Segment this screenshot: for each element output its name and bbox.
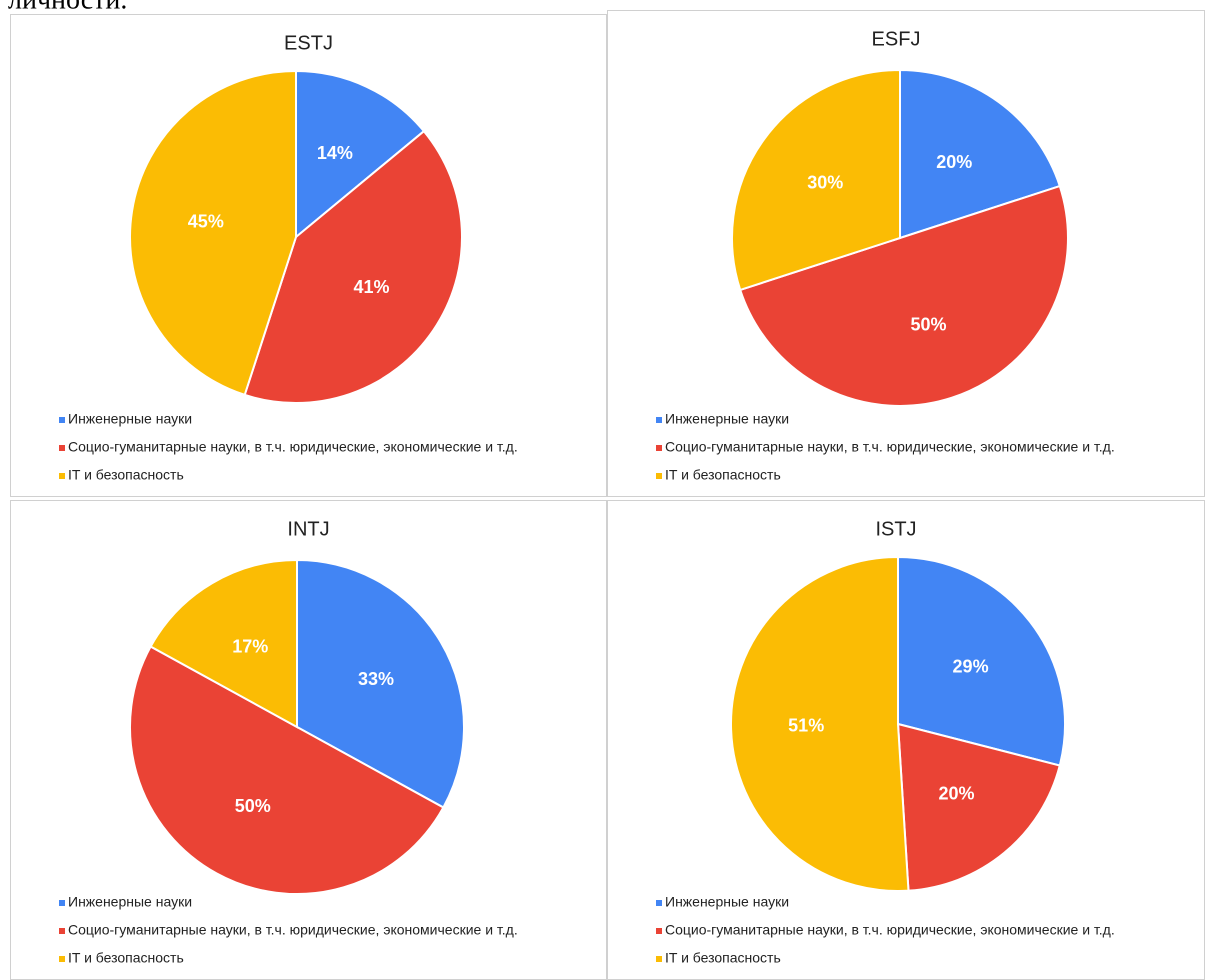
pie-slice bbox=[899, 68, 1062, 240]
legend-label: IT и безопасность bbox=[665, 950, 781, 966]
legend-swatch bbox=[59, 417, 65, 423]
legend-swatch bbox=[656, 445, 662, 451]
slice-label: 50% bbox=[235, 796, 271, 816]
legend-swatch bbox=[59, 900, 65, 906]
pie-slice bbox=[129, 69, 297, 397]
legend-label: IT и безопасность bbox=[68, 950, 184, 966]
legend-label: Социо-гуманитарные науки, в т.ч. юридиче… bbox=[665, 922, 1115, 938]
slice-label: 33% bbox=[358, 669, 394, 689]
chart-title: INTJ bbox=[287, 518, 329, 540]
chart-title: ESTJ bbox=[284, 32, 333, 54]
chart-title: ESFJ bbox=[872, 28, 921, 50]
legend-swatch bbox=[59, 956, 65, 962]
legend-label: IT и безопасность bbox=[665, 467, 781, 483]
chart-title: ISTJ bbox=[875, 518, 916, 540]
legend-swatch bbox=[59, 928, 65, 934]
header-text: личности. bbox=[8, 0, 127, 15]
pie-slice bbox=[730, 555, 910, 892]
pie-slice bbox=[149, 558, 298, 729]
legend-label: Инженерные науки bbox=[665, 411, 789, 427]
legend-swatch bbox=[59, 473, 65, 479]
pie-slice bbox=[295, 69, 426, 240]
slice-label: 41% bbox=[353, 277, 389, 297]
legend-label: IT и безопасность bbox=[68, 467, 184, 483]
slice-label: 30% bbox=[807, 172, 843, 192]
legend-swatch bbox=[656, 900, 662, 906]
legend-swatch bbox=[656, 956, 662, 962]
legend-swatch bbox=[656, 473, 662, 479]
slice-label: 29% bbox=[953, 656, 989, 676]
legend-swatch bbox=[59, 445, 65, 451]
legend-swatch bbox=[656, 928, 662, 934]
slice-label: 17% bbox=[232, 637, 268, 657]
pie-slice bbox=[896, 722, 1061, 892]
legend-label: Социо-гуманитарные науки, в т.ч. юридиче… bbox=[68, 439, 518, 455]
slice-label: 51% bbox=[788, 716, 824, 736]
slice-label: 14% bbox=[317, 143, 353, 163]
pie-slice bbox=[296, 558, 465, 809]
legend-label: Инженерные науки bbox=[68, 411, 192, 427]
legend-swatch bbox=[656, 417, 662, 423]
pie-slice bbox=[128, 645, 445, 896]
legend-label: Инженерные науки bbox=[68, 894, 192, 910]
legend-label: Социо-гуманитарные науки, в т.ч. юридиче… bbox=[68, 922, 518, 938]
pie-slice bbox=[731, 68, 901, 292]
legend-label: Социо-гуманитарные науки, в т.ч. юридиче… bbox=[665, 439, 1115, 455]
legend-label: Инженерные науки bbox=[665, 894, 789, 910]
slice-label: 20% bbox=[936, 152, 972, 172]
slice-label: 50% bbox=[911, 315, 947, 335]
slice-label: 20% bbox=[939, 784, 975, 804]
pie-slice bbox=[243, 129, 463, 404]
slice-label: 45% bbox=[188, 211, 224, 231]
pie-slice bbox=[897, 555, 1066, 767]
pie-slice bbox=[738, 184, 1069, 407]
